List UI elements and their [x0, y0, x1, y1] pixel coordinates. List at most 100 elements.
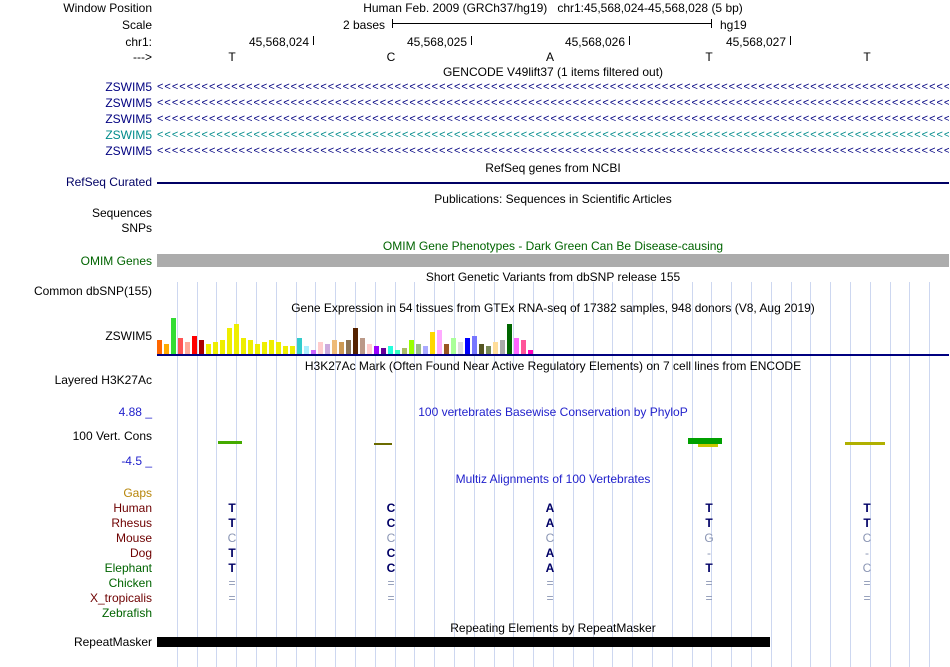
- repeatmasker-label[interactable]: RepeatMasker: [73, 635, 152, 649]
- gtex-bar[interactable]: [514, 338, 519, 354]
- gtex-bar[interactable]: [507, 324, 512, 354]
- multiz-species-label[interactable]: Elephant: [104, 561, 152, 575]
- refseq-curated-line[interactable]: [157, 182, 949, 184]
- gtex-bar[interactable]: [318, 342, 323, 354]
- gtex-bar[interactable]: [458, 342, 463, 354]
- gene-row[interactable]: <<<<<<<<<<<<<<<<<<<<<<<<<<<<<<<<<<<<<<<<…: [157, 113, 949, 125]
- gtex-bar[interactable]: [360, 338, 365, 354]
- gene-row[interactable]: <<<<<<<<<<<<<<<<<<<<<<<<<<<<<<<<<<<<<<<<…: [157, 81, 949, 93]
- phylop-mark[interactable]: [688, 438, 722, 444]
- gtex-bar[interactable]: [444, 344, 449, 354]
- gtex-bar[interactable]: [185, 342, 190, 354]
- multiz-species-label[interactable]: Gaps: [123, 486, 152, 500]
- guideline: [275, 282, 277, 667]
- ruler-tick: [629, 36, 630, 45]
- guideline: [711, 282, 713, 667]
- gtex-bar[interactable]: [325, 344, 330, 354]
- gtex-bar[interactable]: [199, 340, 204, 354]
- guideline: [691, 282, 693, 667]
- multiz-base: =: [863, 576, 871, 590]
- gtex-bar[interactable]: [206, 344, 211, 354]
- multiz-species-label[interactable]: Rhesus: [111, 516, 152, 530]
- gene-label[interactable]: ZSWIM5: [105, 128, 152, 142]
- gtex-bar[interactable]: [304, 346, 309, 354]
- gtex-bar[interactable]: [332, 340, 337, 354]
- gtex-bar[interactable]: [227, 328, 232, 354]
- gene-label[interactable]: ZSWIM5: [105, 112, 152, 126]
- gtex-bar[interactable]: [388, 346, 393, 354]
- gtex-bar[interactable]: [353, 328, 358, 354]
- gtex-bar[interactable]: [297, 338, 302, 354]
- gtex-bar[interactable]: [493, 342, 498, 354]
- gtex-bar[interactable]: [430, 332, 435, 354]
- gtex-bar[interactable]: [269, 340, 274, 354]
- gtex-bar[interactable]: [395, 350, 400, 354]
- gene-label[interactable]: ZSWIM5: [105, 96, 152, 110]
- gtex-bar[interactable]: [164, 344, 169, 354]
- multiz-species-label[interactable]: Mouse: [115, 531, 152, 545]
- scale-assembly: hg19: [720, 18, 747, 32]
- snps-label[interactable]: SNPs: [121, 221, 152, 235]
- gtex-bar[interactable]: [213, 342, 218, 354]
- gtex-bar[interactable]: [311, 350, 316, 354]
- gtex-bar[interactable]: [374, 346, 379, 354]
- gtex-gene-label[interactable]: ZSWIM5: [105, 329, 152, 343]
- gtex-bar[interactable]: [241, 338, 246, 354]
- gene-row[interactable]: <<<<<<<<<<<<<<<<<<<<<<<<<<<<<<<<<<<<<<<<…: [157, 97, 949, 109]
- gtex-bar[interactable]: [409, 340, 414, 354]
- gtex-bar[interactable]: [346, 340, 351, 354]
- phylop-mark[interactable]: [698, 444, 718, 447]
- phylop-mark[interactable]: [218, 441, 242, 444]
- gtex-bar[interactable]: [255, 344, 260, 354]
- gene-label[interactable]: ZSWIM5: [105, 80, 152, 94]
- gtex-bar[interactable]: [381, 348, 386, 354]
- multiz-species-label[interactable]: Chicken: [108, 576, 152, 590]
- gtex-bar[interactable]: [479, 344, 484, 354]
- multiz-species-label[interactable]: Zebrafish: [101, 606, 152, 620]
- gtex-bar[interactable]: [465, 338, 470, 354]
- gene-row[interactable]: <<<<<<<<<<<<<<<<<<<<<<<<<<<<<<<<<<<<<<<<…: [157, 145, 949, 157]
- gtex-bar[interactable]: [500, 340, 505, 354]
- gtex-bar[interactable]: [248, 340, 253, 354]
- gtex-bar[interactable]: [262, 342, 267, 354]
- gtex-bar[interactable]: [157, 340, 162, 354]
- repeatmasker-bar[interactable]: [157, 637, 770, 647]
- gtex-bar[interactable]: [437, 330, 442, 354]
- phylop-track-label[interactable]: 100 Vert. Cons: [72, 429, 152, 443]
- gtex-bar[interactable]: [171, 318, 176, 354]
- phylop-mark[interactable]: [845, 442, 885, 445]
- multiz-species-label[interactable]: Dog: [129, 546, 152, 560]
- gtex-bar[interactable]: [290, 346, 295, 354]
- gtex-bar[interactable]: [339, 342, 344, 354]
- gtex-bar[interactable]: [423, 346, 428, 354]
- gtex-bar[interactable]: [528, 350, 533, 354]
- refseq-curated-label[interactable]: RefSeq Curated: [65, 175, 152, 189]
- gtex-bar[interactable]: [192, 336, 197, 354]
- gtex-bar[interactable]: [276, 342, 281, 354]
- gtex-bar[interactable]: [486, 346, 491, 354]
- omim-genes-label[interactable]: OMIM Genes: [80, 254, 152, 268]
- gtex-bar[interactable]: [451, 338, 456, 354]
- gtex-bar[interactable]: [521, 340, 526, 354]
- multiz-base: C: [545, 531, 555, 545]
- gene-label[interactable]: ZSWIM5: [105, 144, 152, 158]
- phylop-mark[interactable]: [374, 443, 392, 445]
- multiz-base: T: [228, 546, 236, 560]
- gtex-bar[interactable]: [367, 344, 372, 354]
- gtex-bar[interactable]: [220, 340, 225, 354]
- gene-row[interactable]: <<<<<<<<<<<<<<<<<<<<<<<<<<<<<<<<<<<<<<<<…: [157, 129, 949, 141]
- omim-genes-bar[interactable]: [157, 254, 949, 267]
- layered-h3k27ac-label[interactable]: Layered H3K27Ac: [54, 373, 152, 387]
- multiz-species-label[interactable]: Human: [113, 501, 152, 515]
- gtex-bar[interactable]: [234, 324, 239, 354]
- gtex-bar[interactable]: [416, 344, 421, 354]
- gtex-bar[interactable]: [178, 338, 183, 354]
- sequences-label[interactable]: Sequences: [91, 206, 152, 220]
- multiz-base: =: [387, 591, 395, 605]
- gtex-bar[interactable]: [472, 336, 477, 354]
- gtex-bar[interactable]: [283, 346, 288, 354]
- common-dbsnp-label[interactable]: Common dbSNP(155): [33, 284, 152, 298]
- multiz-species-label[interactable]: X_tropicalis: [89, 591, 152, 605]
- gtex-baseline[interactable]: [157, 354, 949, 356]
- gtex-bar[interactable]: [402, 348, 407, 354]
